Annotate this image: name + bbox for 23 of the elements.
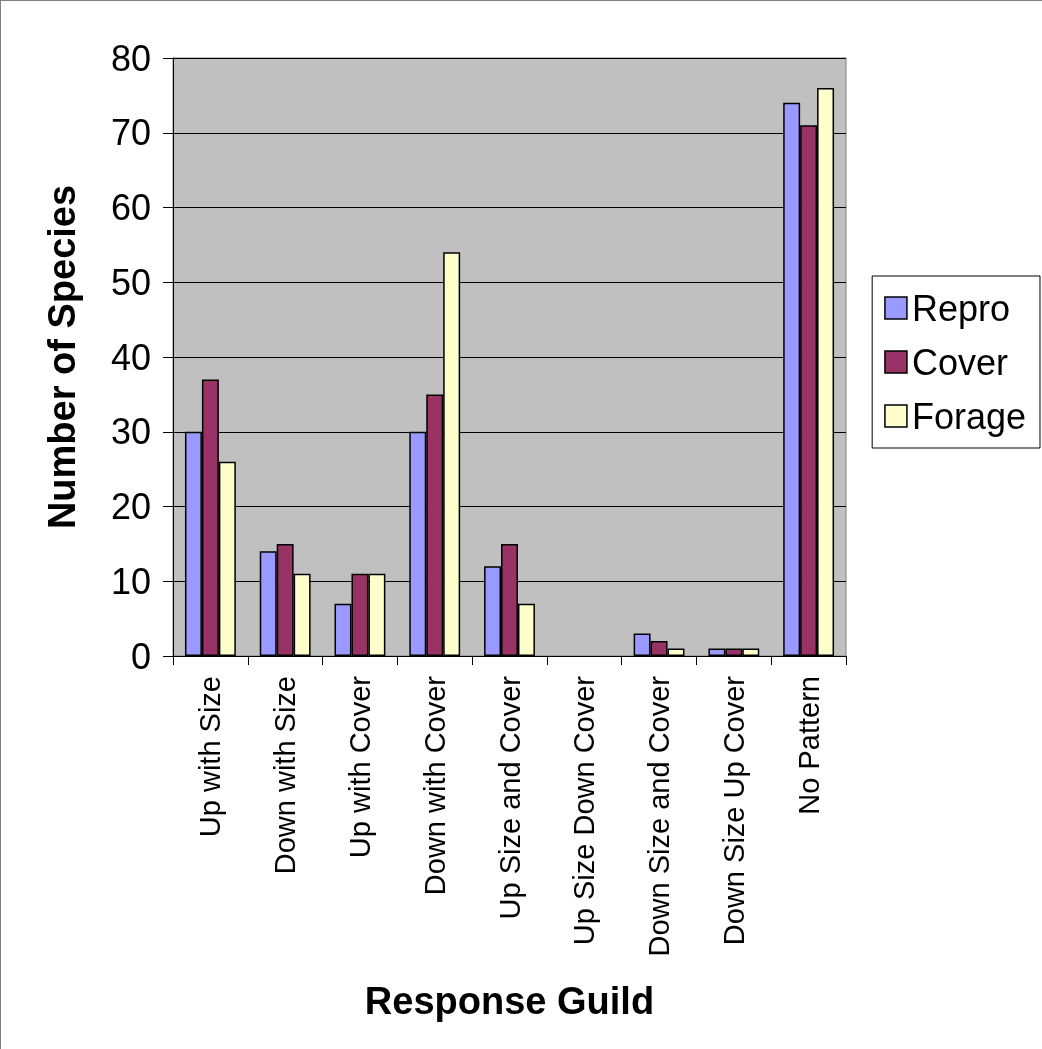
y-tick-label: 70 [110,112,151,154]
x-tick-label: Up Size Down Cover [568,675,601,946]
y-tick-label: 30 [110,411,151,453]
x-tick-label: No Pattern [792,676,825,815]
x-tick-label: Down with Cover [418,675,451,896]
y-tick-label: 0 [130,635,151,677]
x-tick-label: Down Size Up Cover [717,675,750,946]
y-tick-label: 10 [110,560,151,602]
legend-label: Cover [911,341,1008,383]
x-tick-label: Down Size and Cover [643,675,676,957]
y-tick-label: 50 [110,261,151,303]
legend-label: Repro [911,287,1010,329]
y-axis-title: Number of Species [41,184,83,530]
x-axis-title: Response Guild [364,980,655,1022]
legend-label: Forage [911,395,1027,437]
y-tick-label: 40 [110,336,151,378]
x-tick-label: Up Size and Cover [493,675,526,920]
x-tick-label: Up with Size [194,676,227,838]
y-tick-label: 80 [110,37,151,79]
y-tick-label: 20 [110,486,151,527]
x-tick-label: Up with Cover [343,675,376,859]
y-tick-label: 60 [110,187,151,228]
x-tick-label: Down with Size [269,676,302,875]
